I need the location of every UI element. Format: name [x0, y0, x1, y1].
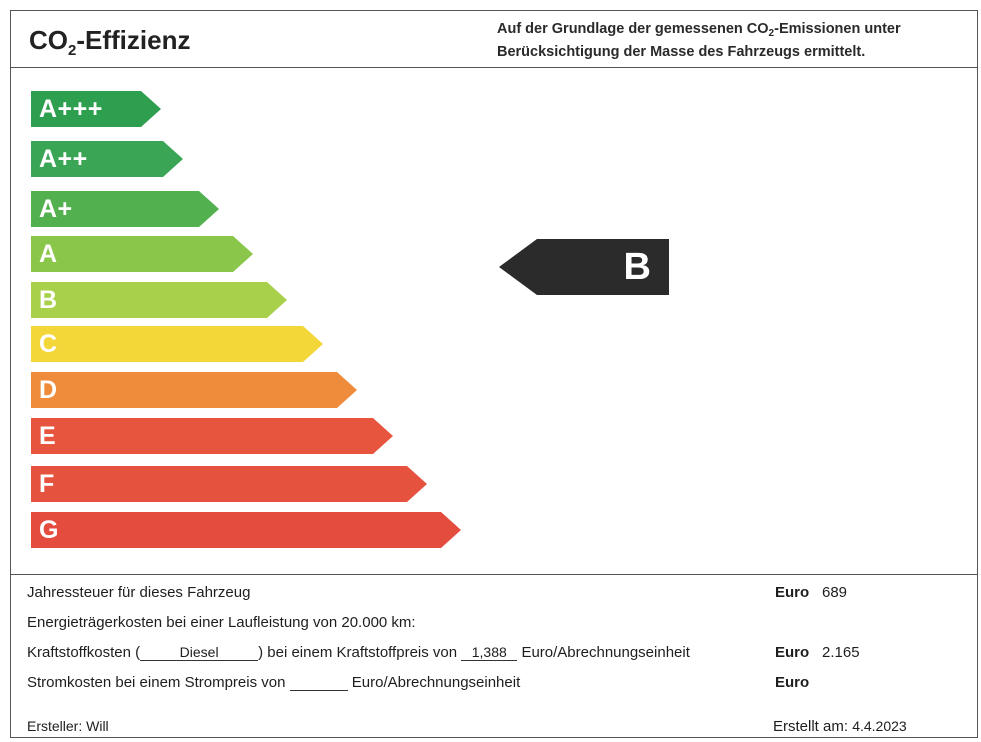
cost-section: Jahressteuer für dieses Fahrzeug Euro 68…: [11, 574, 977, 739]
power-label-a: Stromkosten bei einem Strompreis von: [27, 674, 286, 691]
efficiency-class-b: B: [31, 282, 287, 318]
fuel-amount: 2.165: [822, 644, 860, 661]
tax-amount: 689: [822, 584, 848, 601]
note-subscript: 2: [768, 28, 775, 39]
fuel-type-field: Diesel: [140, 644, 259, 661]
class-arrow-shape: [31, 191, 219, 227]
efficiency-class-aplusplusplus: A+++: [31, 91, 161, 127]
fuel-label-b: ) bei einem Kraftstoffpreis von: [258, 644, 458, 661]
class-arrow-shape: [31, 512, 461, 548]
fuel-label-c: Euro/Abrechnungseinheit: [521, 644, 690, 661]
tax-currency: Euro: [775, 584, 810, 601]
class-label: C: [39, 330, 58, 358]
creator-label: Ersteller: Will: [27, 718, 109, 734]
class-label: A+++: [39, 95, 103, 123]
class-arrow-shape: [31, 141, 183, 177]
header-note: Auf der Grundlage der gemessenen CO2-Emi…: [497, 20, 901, 62]
page-title: CO2-Effizienz: [29, 25, 190, 59]
class-label: A++: [39, 145, 88, 173]
class-label: G: [39, 516, 59, 544]
title-co: CO: [29, 25, 68, 55]
energy-costs-row: Energieträgerkosten bei einer Laufleistu…: [27, 614, 416, 631]
note-line1-a: Auf der Grundlage der gemessenen CO: [497, 21, 769, 37]
class-label: D: [39, 376, 58, 404]
class-arrow-shape: [31, 372, 357, 408]
created-label: Erstellt am:: [773, 718, 849, 735]
note-line2: Berücksichtigung der Masse des Fahrzeugs…: [497, 44, 866, 60]
power-label-b: Euro/Abrechnungseinheit: [351, 674, 521, 691]
efficiency-class-aplusplus: A++: [31, 141, 183, 177]
efficiency-class-a: A: [31, 236, 253, 272]
energy-costs-label: Energieträgerkosten bei einer Laufleistu…: [27, 614, 416, 631]
indicator-arrow-shape: [499, 239, 669, 295]
efficiency-class-f: F: [31, 466, 427, 502]
tax-row: Jahressteuer für dieses Fahrzeug: [27, 584, 250, 601]
power-currency: Euro: [775, 674, 810, 691]
class-label: A: [39, 240, 58, 268]
class-label: B: [39, 286, 58, 314]
class-arrow-shape: [31, 282, 287, 318]
efficiency-class-g: G: [31, 512, 461, 548]
class-arrow-shape: [31, 236, 253, 272]
fuel-currency: Euro: [775, 644, 810, 661]
class-arrow-shape: [31, 418, 393, 454]
fuel-label-a: Kraftstoffkosten (: [27, 644, 141, 661]
class-label: E: [39, 422, 57, 450]
efficiency-class-aplus: A+: [31, 191, 219, 227]
class-arrow-shape: [31, 466, 427, 502]
created-row: Erstellt am: 4.4.2023: [773, 718, 907, 735]
note-line1-b: -Emissionen unter: [774, 21, 901, 37]
power-costs-row: Stromkosten bei einem Strompreis von Eur…: [27, 674, 520, 691]
tax-label: Jahressteuer für dieses Fahrzeug: [27, 584, 251, 601]
efficiency-scale: B A+++ A++ A+ A B C D E F G: [11, 68, 977, 574]
class-arrow-shape: [31, 91, 161, 127]
power-price-field: [289, 674, 348, 691]
title-subscript: 2: [68, 42, 77, 59]
title-rest: -Effizienz: [76, 25, 191, 55]
class-arrow-shape: [31, 326, 323, 362]
class-label: A+: [39, 195, 73, 223]
current-class-indicator: B: [499, 239, 669, 295]
current-class-label: B: [623, 246, 651, 288]
header: CO2-Effizienz Auf der Grundlage der geme…: [11, 11, 977, 68]
efficiency-class-e: E: [31, 418, 393, 454]
efficiency-class-d: D: [31, 372, 357, 408]
label-frame: CO2-Effizienz Auf der Grundlage der geme…: [10, 10, 978, 738]
fuel-price-field: 1,388: [461, 644, 518, 661]
class-label: F: [39, 470, 55, 498]
efficiency-class-c: C: [31, 326, 323, 362]
created-date: 4.4.2023: [852, 718, 907, 734]
fuel-costs-row: Kraftstoffkosten (Diesel) bei einem Kraf…: [27, 644, 690, 661]
